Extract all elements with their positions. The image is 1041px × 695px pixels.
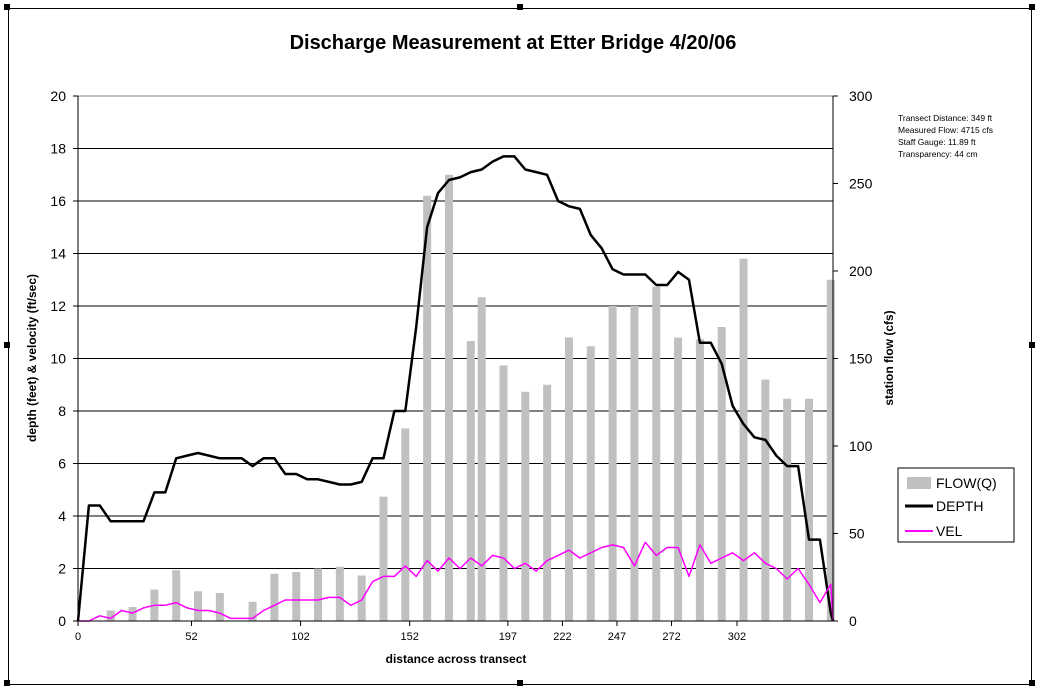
chart-border xyxy=(8,8,1032,685)
y2-axis-ticks: 0 50 100 150 200 250 300 xyxy=(833,88,873,629)
flow-bar-8 xyxy=(292,572,301,621)
resize-handle-bottom-center[interactable] xyxy=(517,680,523,686)
gridlines xyxy=(78,148,833,569)
chart-title: Discharge Measurement at Etter Bridge 4/… xyxy=(290,32,737,54)
x-axis-label: distance across transect xyxy=(386,652,527,666)
flow-bar-19 xyxy=(521,391,530,621)
annotation-transparency: Transparency: 44 cm xyxy=(898,149,978,159)
resize-handle-bottom-left[interactable] xyxy=(4,680,10,686)
x-tick-label-1: 52 xyxy=(185,631,197,643)
y-tick-label-2: 2 xyxy=(58,561,66,577)
y-tick-label-12: 12 xyxy=(50,298,66,314)
resize-handle-top-right[interactable] xyxy=(1029,4,1035,10)
vel-line xyxy=(78,541,834,622)
flow-bar-12 xyxy=(379,496,388,621)
legend-label-vel: VEL xyxy=(936,523,963,539)
resize-handle-middle-left[interactable] xyxy=(4,342,10,348)
legend[interactable]: FLOW(Q) DEPTH VEL xyxy=(897,467,1015,543)
y-tick-label-4: 4 xyxy=(58,508,66,524)
flow-bar-24 xyxy=(630,306,639,621)
flow-bar-11 xyxy=(357,575,366,621)
resize-handle-bottom-right[interactable] xyxy=(1029,680,1035,686)
y-tick-label-20: 20 xyxy=(50,88,66,104)
flow-bar-3 xyxy=(172,570,181,621)
flow-bar-29 xyxy=(739,258,748,621)
flow-bar-32 xyxy=(804,398,813,621)
flow-bar-30 xyxy=(761,379,770,621)
y2-tick-label-50: 50 xyxy=(849,526,865,542)
resize-handle-top-center[interactable] xyxy=(517,4,523,10)
flow-bar-31 xyxy=(783,398,792,621)
flow-bar-13 xyxy=(401,428,410,621)
annotation-measured-flow: Measured Flow: 4715 cfs xyxy=(898,125,993,135)
x-tick-label-7: 272 xyxy=(662,631,680,643)
x-tick-label-5: 222 xyxy=(553,631,571,643)
flow-bar-14 xyxy=(423,195,432,621)
flow-bar-17 xyxy=(477,297,486,621)
flow-bar-7 xyxy=(270,573,279,621)
flow-bar-0 xyxy=(106,610,115,621)
y2-axis-label: station flow (cfs) xyxy=(882,310,896,405)
x-tick-label-0: 0 xyxy=(75,631,81,643)
flow-bar-22 xyxy=(586,346,595,621)
y-tick-label-18: 18 xyxy=(50,141,66,157)
legend-swatch-flow xyxy=(907,477,931,489)
flow-bar-16 xyxy=(466,341,475,621)
flow-bar-21 xyxy=(564,337,573,621)
flow-bars xyxy=(106,174,835,621)
y-tick-label-6: 6 xyxy=(58,456,66,472)
annotation-transect-distance: Transect Distance: 349 ft xyxy=(898,113,993,123)
y2-tick-label-100: 100 xyxy=(849,438,873,454)
flow-bar-10 xyxy=(335,566,344,621)
flow-bar-15 xyxy=(444,174,453,621)
y2-tick-label-250: 250 xyxy=(849,176,873,192)
x-tick-label-3: 152 xyxy=(400,631,418,643)
y-tick-label-10: 10 xyxy=(50,351,66,367)
flow-bar-26 xyxy=(674,337,683,621)
flow-bar-28 xyxy=(717,327,726,621)
flow-bar-23 xyxy=(608,306,617,621)
resize-handle-top-left[interactable] xyxy=(4,4,10,10)
flow-bar-9 xyxy=(314,568,323,621)
flow-bar-33 xyxy=(826,279,835,621)
flow-bar-18 xyxy=(499,365,508,621)
y2-tick-label-150: 150 xyxy=(849,351,873,367)
y-tick-label-16: 16 xyxy=(50,193,66,209)
x-tick-label-8: 302 xyxy=(728,631,746,643)
y-axis-ticks: 0 2 4 6 8 10 12 14 16 18 20 xyxy=(50,88,78,629)
flow-bar-4 xyxy=(194,591,203,621)
depth-line xyxy=(76,155,835,622)
y2-tick-label-0: 0 xyxy=(849,613,857,629)
flow-bar-1 xyxy=(128,607,137,621)
annotation-staff-gauge: Staff Gauge: 11.89 ft xyxy=(898,137,976,147)
annotation-box: Transect Distance: 349 ft Measured Flow:… xyxy=(898,113,993,159)
x-tick-label-6: 247 xyxy=(608,631,626,643)
y-tick-label-14: 14 xyxy=(50,246,66,262)
flow-bar-20 xyxy=(543,384,552,621)
resize-handle-middle-right[interactable] xyxy=(1029,342,1035,348)
x-tick-label-2: 102 xyxy=(291,631,309,643)
x-axis-ticks: 0 52 102 152 197 222 247 272 302 xyxy=(75,621,746,643)
flow-bar-6 xyxy=(248,601,257,621)
y-tick-label-8: 8 xyxy=(58,403,66,419)
flow-bar-27 xyxy=(695,339,704,621)
legend-label-flow: FLOW(Q) xyxy=(936,475,997,491)
x-tick-label-4: 197 xyxy=(499,631,517,643)
y2-tick-label-200: 200 xyxy=(849,263,873,279)
flow-bar-5 xyxy=(215,593,224,621)
legend-label-depth: DEPTH xyxy=(936,498,983,514)
y-axis-label: depth (feet) & velocity (ft/sec) xyxy=(25,274,39,442)
series-lines xyxy=(76,155,835,622)
y2-tick-label-300: 300 xyxy=(849,88,873,104)
flow-bar-25 xyxy=(652,286,661,621)
y-tick-label-0: 0 xyxy=(58,613,66,629)
